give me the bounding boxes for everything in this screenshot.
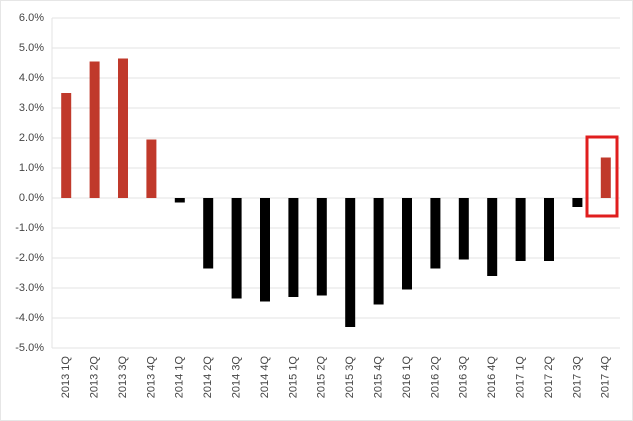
y-tick-label: -3.0% [15, 282, 44, 294]
bar [600, 157, 611, 198]
x-tick-label: 2016 1Q [401, 356, 413, 399]
bar [203, 198, 214, 269]
y-tick-label: 5.0% [19, 42, 44, 54]
x-tick-label: 2015 2Q [316, 356, 328, 399]
x-tick-label: 2013 3Q [117, 356, 129, 399]
bar [402, 198, 412, 290]
bar [544, 198, 554, 261]
bar [146, 139, 157, 198]
y-tick-label: 1.0% [19, 162, 44, 174]
bar [260, 198, 270, 302]
bar [118, 58, 128, 198]
bar [345, 198, 356, 327]
plot: -5.0% -4.0% -3.0% -2.0% -1.0% 0.0% 1.0% 2.0% 3.0… [15, 12, 620, 398]
x-tick-label: 2017 1Q [515, 356, 527, 399]
x-tick-label: 2014 2Q [202, 356, 214, 399]
y-tick-label: -1.0% [15, 222, 44, 234]
x-tick-label: 2014 4Q [259, 356, 271, 399]
bar [458, 198, 469, 260]
bar [174, 198, 185, 203]
x-tick-label: 2016 3Q [458, 356, 470, 399]
bar [61, 93, 72, 198]
x-tick-label: 2015 4Q [373, 356, 385, 399]
x-tick-label: 2017 4Q [600, 356, 612, 399]
bar [316, 198, 327, 296]
bar [231, 198, 242, 299]
bar [89, 61, 100, 198]
y-tick-label: 3.0% [19, 102, 44, 114]
bar [373, 198, 384, 305]
y-tick-label: 4.0% [19, 72, 44, 84]
bar [515, 198, 526, 261]
x-tick-label: 2014 1Q [174, 356, 186, 399]
bar [288, 198, 299, 297]
y-tick-label: -5.0% [15, 342, 44, 354]
x-tick-label: 2013 4Q [145, 356, 157, 399]
bar [430, 198, 441, 269]
x-tick-label: 2017 3Q [571, 356, 583, 399]
y-tick-label: 6.0% [19, 12, 44, 24]
x-tick-label: 2015 1Q [287, 356, 299, 399]
y-tick-label: 0.0% [19, 192, 44, 204]
x-tick-label: 2017 2Q [543, 356, 555, 399]
x-tick-label: 2016 4Q [486, 356, 498, 399]
x-tick-label: 2013 1Q [60, 356, 72, 399]
x-tick-label: 2016 2Q [429, 356, 441, 399]
y-tick-label: -4.0% [15, 312, 44, 324]
y-tick-label: 2.0% [19, 132, 44, 144]
x-tick-label: 2014 3Q [231, 356, 243, 399]
x-tick-label: 2015 3Q [344, 356, 356, 399]
bar [572, 198, 583, 207]
highlight-box [585, 135, 619, 218]
bar [487, 198, 498, 276]
y-tick-label: -2.0% [15, 252, 44, 264]
x-tick-label: 2013 2Q [89, 356, 101, 399]
